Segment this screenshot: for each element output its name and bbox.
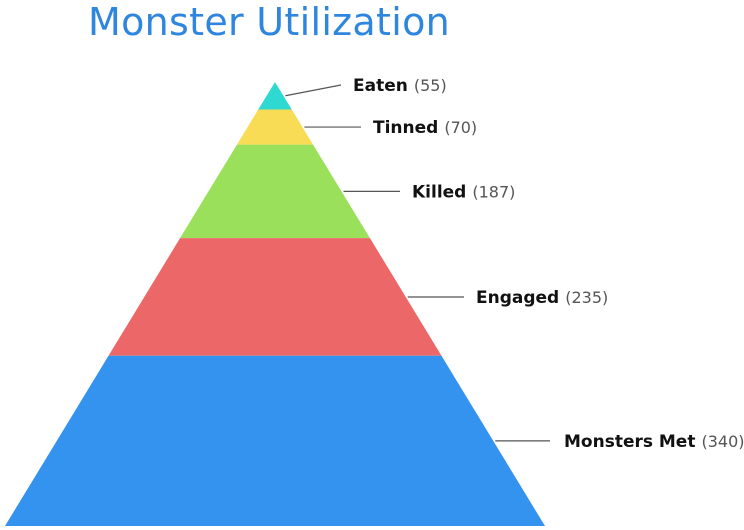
label-engaged: Engaged (235) (476, 288, 608, 308)
label-monsters-met: Monsters Met (340) (564, 432, 744, 452)
label-name: Eaten (353, 76, 408, 96)
leader-line-eaten (285, 84, 342, 97)
label-value: (340) (701, 432, 744, 451)
segment-tinned (236, 109, 314, 145)
label-eaten: Eaten (55) (353, 76, 447, 96)
label-killed: Killed (187) (412, 182, 515, 202)
label-value: (187) (472, 182, 515, 201)
label-value: (70) (444, 118, 477, 137)
pyramid-segments (5, 82, 545, 526)
label-name: Tinned (373, 118, 438, 138)
chart-title: Monster Utilization (88, 0, 451, 44)
label-tinned: Tinned (70) (373, 118, 477, 138)
segment-engaged (108, 238, 442, 356)
segment-killed (180, 144, 370, 239)
segment-monsters-met (5, 355, 545, 526)
label-name: Monsters Met (564, 432, 695, 452)
segment-eaten (258, 82, 292, 110)
label-value: (235) (565, 288, 608, 307)
label-name: Killed (412, 182, 466, 202)
pyramid-labels: Eaten (55) Tinned (70) Killed (187) Engaged (23… (285, 76, 744, 452)
label-value: (55) (414, 76, 447, 95)
label-name: Engaged (476, 288, 559, 308)
